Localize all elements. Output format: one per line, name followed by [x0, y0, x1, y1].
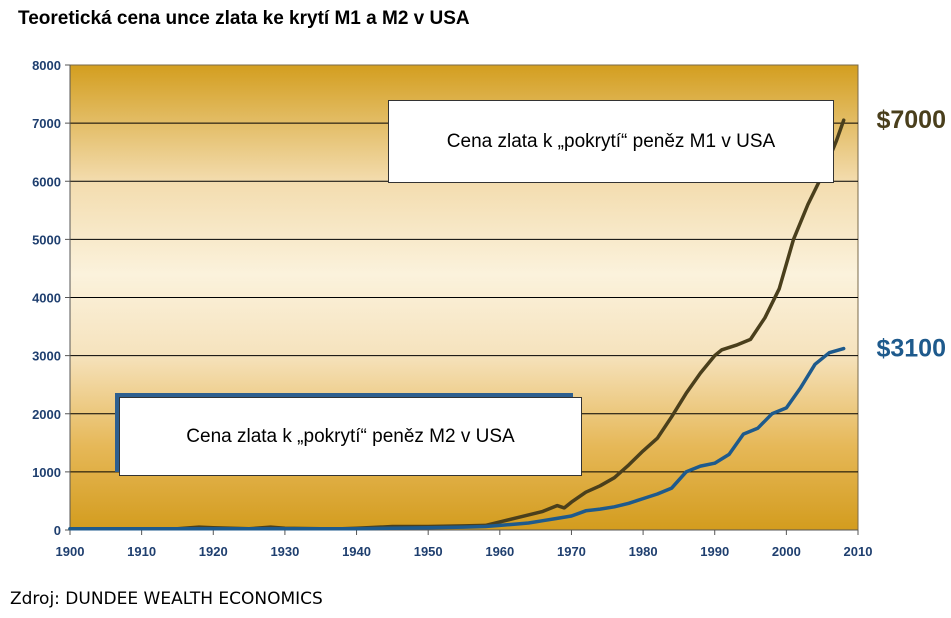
series-line-2 [68, 346, 846, 531]
x-tick-label: 1950 [414, 544, 443, 559]
y-tick-label: 2000 [32, 407, 61, 422]
y-tick-label: 0 [54, 523, 61, 538]
annotation-m2: Cena zlata k „pokrytí“ peněz M2 v USA [119, 397, 582, 476]
x-tick-label: 1970 [557, 544, 586, 559]
x-tick-label: 1910 [127, 544, 156, 559]
chart-title: Teoretická cena unce zlata ke krytí M1 a… [18, 8, 470, 29]
end-label-2: $3100 [876, 335, 946, 363]
y-tick-label: 4000 [32, 291, 61, 306]
x-tick-label: 2010 [844, 544, 873, 559]
source-note: Zdroj: DUNDEE WEALTH ECONOMICS [10, 589, 323, 609]
x-tick-label: 1920 [199, 544, 228, 559]
x-tick-label: 1990 [700, 544, 729, 559]
end-label-1: $7000 [876, 106, 946, 134]
axes: 0 1000 2000 3000 4000 5000 6000 7000 8000 1900 191… [32, 58, 872, 559]
y-tick-label: 6000 [32, 174, 61, 189]
y-tick-label: 3000 [32, 349, 61, 364]
x-tick-label: 1900 [56, 544, 85, 559]
y-tick-label: 1000 [32, 465, 61, 480]
end-labels: $7000 $3100 [876, 106, 946, 362]
annotation-m1: Cena zlata k „pokrytí“ peněz M1 v USA [388, 100, 834, 183]
x-tick-label: 2000 [772, 544, 801, 559]
x-tick-label: 1930 [270, 544, 299, 559]
y-tick-label: 5000 [32, 232, 61, 247]
y-tick-label: 8000 [32, 58, 61, 73]
x-tick-label: 1980 [629, 544, 658, 559]
x-tick-label: 1940 [342, 544, 371, 559]
x-tick-label: 1960 [485, 544, 514, 559]
y-tick-label: 7000 [32, 116, 61, 131]
series [68, 118, 846, 531]
